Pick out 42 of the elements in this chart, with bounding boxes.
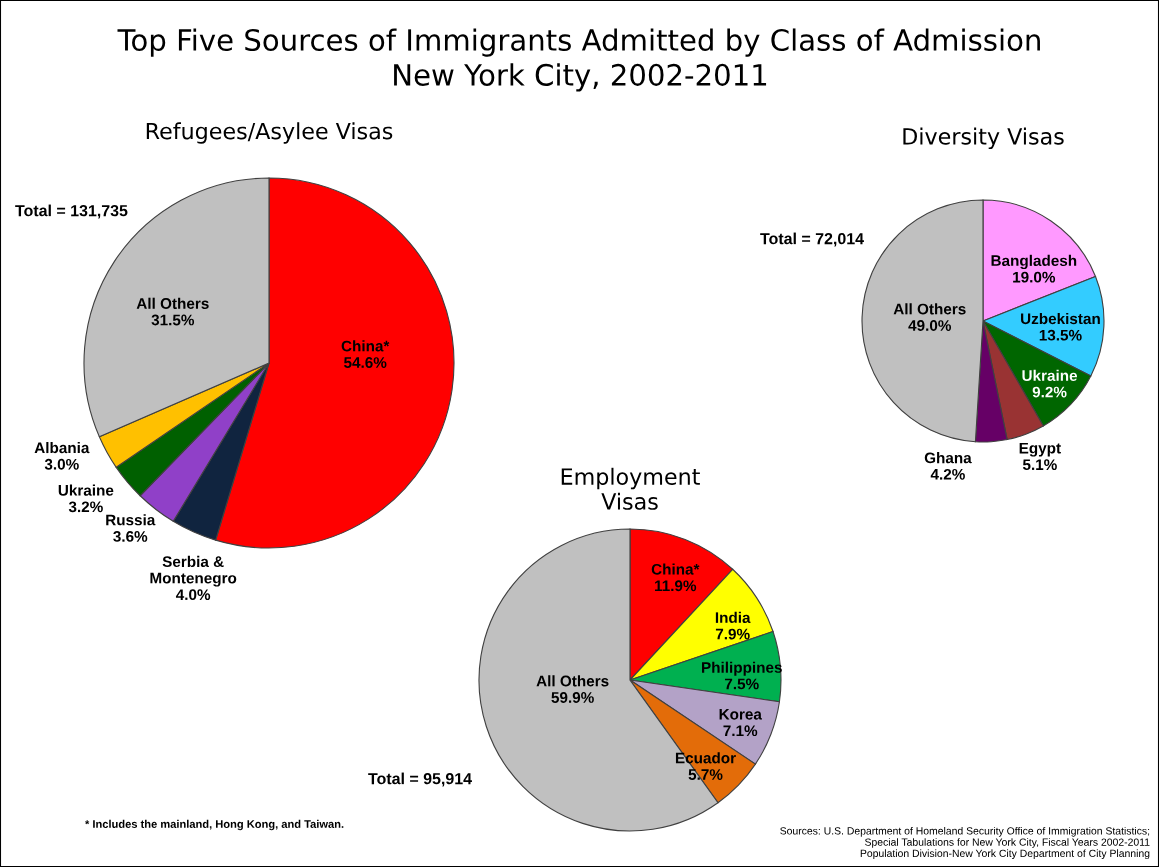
data-label: 19.0% — [1013, 271, 1056, 283]
data-label: 49.0% — [908, 320, 952, 331]
slice-label: Ukraine — [58, 484, 114, 496]
data-label: 4.2% — [930, 468, 965, 480]
slice-label: Russia — [106, 514, 156, 526]
slice-label: Serbia & Montenegro — [150, 555, 237, 587]
data-label: 54.6% — [344, 357, 387, 368]
source-note: Sources: U.S. Department of Homeland Security Office of Immigration Statistics; Special Tabulations for New York City, Fiscal Years 2002-2011 Population Division-New York City Department of City Planning — [780, 826, 1150, 860]
slice-label: Ghana — [924, 452, 972, 464]
text: Total = 95,914 — [368, 772, 472, 787]
slice-label: All Others — [536, 675, 609, 687]
slice-label: India — [715, 611, 751, 624]
data-label: 3.2% — [68, 501, 103, 513]
text: Top Five Sources of Immigrants Admitted by Class of Admission New York City, 2002-2011 — [117, 28, 1040, 92]
data-label: 11.9% — [655, 580, 697, 592]
slice-label: Uzbekistan — [1021, 312, 1100, 325]
data-label: 7.5% — [724, 678, 759, 690]
data-label: 3.0% — [44, 458, 79, 470]
data-label: 5.1% — [1022, 459, 1057, 471]
data-label: 7.1% — [723, 725, 758, 737]
data-label: 9.2% — [1032, 386, 1067, 398]
chart-title: Employment Visas — [561, 467, 700, 510]
slice-label: Bangladesh — [991, 254, 1077, 270]
text: Total = 72,014 — [760, 232, 864, 247]
data-label: 59.9% — [551, 692, 594, 703]
slice-label: China* — [651, 563, 700, 575]
chart-title: Diversity Visas — [903, 127, 1064, 150]
slice-label: All Others — [136, 297, 209, 309]
data-label: 7.9% — [715, 628, 750, 640]
slice-label: China* — [341, 340, 390, 352]
text: Total = 131,735 — [15, 204, 128, 219]
chart-title: Refugees/Asylee Visas — [146, 122, 393, 144]
data-label: 31.5% — [151, 314, 195, 326]
text: * Includes the mainland, Hong Kong, and Taiwan. — [85, 819, 344, 831]
slice-label: All Others — [893, 303, 966, 315]
slice-label: Albania — [34, 442, 90, 454]
data-label: 4.0% — [175, 589, 211, 601]
slice-label: Egypt — [1019, 442, 1061, 457]
slice-label: Ukraine — [1022, 369, 1078, 381]
slice-label: Korea — [719, 709, 762, 720]
data-label: 13.5% — [1039, 329, 1082, 341]
data-label: 3.6% — [113, 531, 148, 542]
